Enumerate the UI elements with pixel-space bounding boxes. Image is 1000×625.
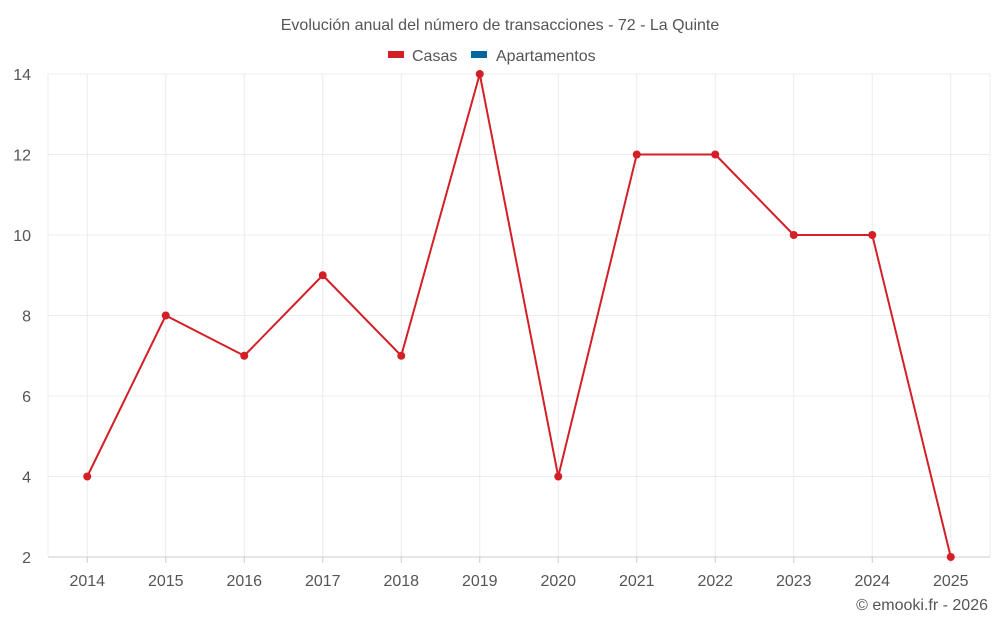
data-point-casas-2019[interactable] (475, 70, 484, 78)
legend-label-casas: Casas (412, 48, 457, 65)
grid (48, 73, 990, 558)
data-point-casas-2020[interactable] (554, 472, 563, 481)
x-tick-label: 2023 (776, 573, 812, 590)
data-point-casas-2017[interactable] (318, 271, 327, 280)
y-tick-label: 2 (22, 550, 31, 567)
y-tick-label: 12 (13, 148, 31, 165)
series-line-casas (86, 73, 952, 558)
data-point-casas-2018[interactable] (397, 351, 406, 360)
legend-swatch-apartamentos (471, 51, 487, 58)
series-casas (83, 70, 955, 561)
credit: © emooki.fr - 2026 (856, 597, 988, 614)
data-point-casas-2022[interactable] (711, 150, 720, 159)
x-tick-label: 2022 (697, 573, 733, 590)
x-tick-label: 2018 (383, 573, 419, 590)
x-tick-label: 2019 (462, 573, 498, 590)
x-tick-label: 2017 (305, 573, 341, 590)
y-tick-label: 6 (22, 389, 31, 406)
legend-item-casas[interactable]: Casas (388, 48, 457, 65)
chart-title: Evolución anual del número de transaccio… (281, 17, 720, 34)
legend: Casas Apartamentos (388, 48, 596, 65)
legend-label-apartamentos: Apartamentos (496, 48, 596, 65)
legend-item-apartamentos[interactable]: Apartamentos (471, 48, 596, 65)
y-tick-label: 4 (22, 470, 31, 487)
x-tick-label: 2024 (854, 573, 890, 590)
data-point-casas-2024[interactable] (868, 231, 877, 239)
data-point-casas-2014[interactable] (83, 472, 92, 481)
x-tick-label: 2025 (933, 573, 969, 590)
y-tick-label: 8 (22, 309, 31, 326)
x-tick-label: 2015 (148, 573, 184, 590)
x-tick-label: 2016 (226, 573, 262, 590)
data-point-casas-2021[interactable] (632, 150, 641, 159)
data-point-casas-2023[interactable] (789, 231, 798, 239)
y-tick-label: 10 (13, 228, 31, 245)
y-tick-label: 14 (13, 67, 31, 84)
x-tick-label: 2014 (69, 573, 105, 590)
data-point-casas-2025[interactable] (946, 553, 955, 561)
legend-swatch-casas (388, 51, 404, 58)
x-tick-label: 2021 (619, 573, 655, 590)
data-point-casas-2016[interactable] (240, 351, 249, 360)
axes: 2 4 6 8 10 12 14 2014 2015 2016 2017 2018 2019 2020 20… (13, 67, 991, 590)
x-tick-label: 2020 (540, 573, 576, 590)
data-point-casas-2015[interactable] (161, 311, 170, 320)
